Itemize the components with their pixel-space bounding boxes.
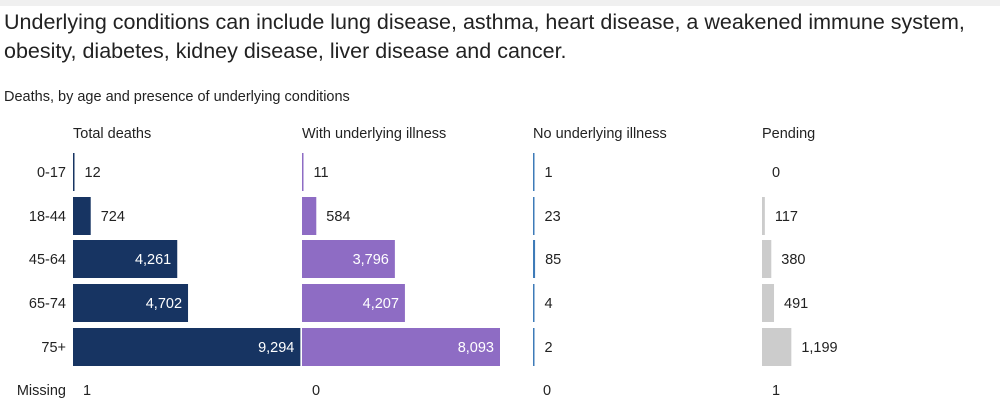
- data-label-no-underlying-illness-65-74: 4: [545, 296, 553, 312]
- data-label-pending-0-17: 0: [772, 165, 780, 181]
- category-label-0-17: 0-17: [37, 165, 66, 181]
- bar-total-deaths-0-17: [73, 153, 75, 191]
- category-label-missing: Missing: [17, 383, 66, 399]
- bar-pending-18-44: [762, 197, 765, 235]
- bar-no-underlying-illness-18-44: [533, 197, 535, 235]
- category-label-75: 75+: [41, 340, 66, 356]
- bar-total-deaths-45-64: [73, 240, 178, 278]
- data-label-total-deaths-45-64: 4,261: [135, 252, 171, 268]
- data-label-no-underlying-illness-18-44: 23: [545, 209, 561, 225]
- data-label-pending-65-74: 491: [784, 296, 808, 312]
- series-header-no-underlying-illness: No underlying illness: [533, 126, 667, 142]
- bar-pending-45-64: [762, 240, 772, 278]
- headline: Underlying conditions can include lung d…: [4, 10, 965, 63]
- data-label-with-underlying-illness-0-17: 11: [314, 165, 329, 181]
- data-label-no-underlying-illness-75: 2: [545, 340, 553, 356]
- series-header-pending: Pending: [762, 126, 815, 142]
- data-label-total-deaths-75: 9,294: [258, 340, 294, 356]
- bar-with-underlying-illness-65-74: [302, 284, 405, 322]
- data-label-pending-18-44: 117: [775, 209, 798, 225]
- data-label-with-underlying-illness-45-64: 3,796: [353, 252, 389, 268]
- top-bar: [0, 0, 1000, 6]
- data-label-no-underlying-illness-45-64: 85: [545, 252, 561, 268]
- chart-title: Deaths, by age and presence of underlyin…: [4, 89, 350, 105]
- missing-value-with-underlying-illness: 0: [312, 383, 320, 399]
- missing-value-pending: 1: [772, 383, 780, 399]
- data-label-with-underlying-illness-18-44: 584: [326, 209, 350, 225]
- data-label-total-deaths-18-44: 724: [101, 209, 125, 225]
- bar-total-deaths-65-74: [73, 284, 189, 322]
- bar-with-underlying-illness-18-44: [302, 197, 317, 235]
- bar-total-deaths-75: [73, 328, 301, 366]
- bar-pending-75: [762, 328, 792, 366]
- bar-with-underlying-illness-0-17: [302, 153, 304, 191]
- data-label-with-underlying-illness-75: 8,093: [458, 340, 494, 356]
- data-label-total-deaths-65-74: 4,702: [146, 296, 182, 312]
- series-header-total-deaths: Total deaths: [73, 126, 151, 142]
- missing-value-no-underlying-illness: 0: [543, 383, 551, 399]
- bar-total-deaths-18-44: [73, 197, 91, 235]
- bar-with-underlying-illness-75: [302, 328, 500, 366]
- data-label-pending-75: 1,199: [801, 340, 837, 356]
- category-label-65-74: 65-74: [29, 296, 66, 312]
- data-label-no-underlying-illness-0-17: 1: [545, 165, 553, 181]
- category-label-18-44: 18-44: [29, 209, 66, 225]
- missing-value-total-deaths: 1: [83, 383, 91, 399]
- bar-pending-65-74: [762, 284, 775, 322]
- category-label-45-64: 45-64: [29, 252, 66, 268]
- bar-no-underlying-illness-75: [533, 328, 535, 366]
- bar-with-underlying-illness-45-64: [302, 240, 395, 278]
- chart: 0-17 18-44 45-64 65-74 75+ Missing Total death…: [17, 126, 838, 399]
- data-label-pending-45-64: 380: [781, 252, 805, 268]
- bar-no-underlying-illness-0-17: [533, 153, 535, 191]
- data-label-total-deaths-0-17: 12: [85, 165, 101, 181]
- data-label-with-underlying-illness-65-74: 4,207: [363, 296, 399, 312]
- series-header-with-underlying-illness: With underlying illness: [302, 126, 446, 142]
- bar-no-underlying-illness-65-74: [533, 284, 535, 322]
- bar-no-underlying-illness-45-64: [533, 240, 536, 278]
